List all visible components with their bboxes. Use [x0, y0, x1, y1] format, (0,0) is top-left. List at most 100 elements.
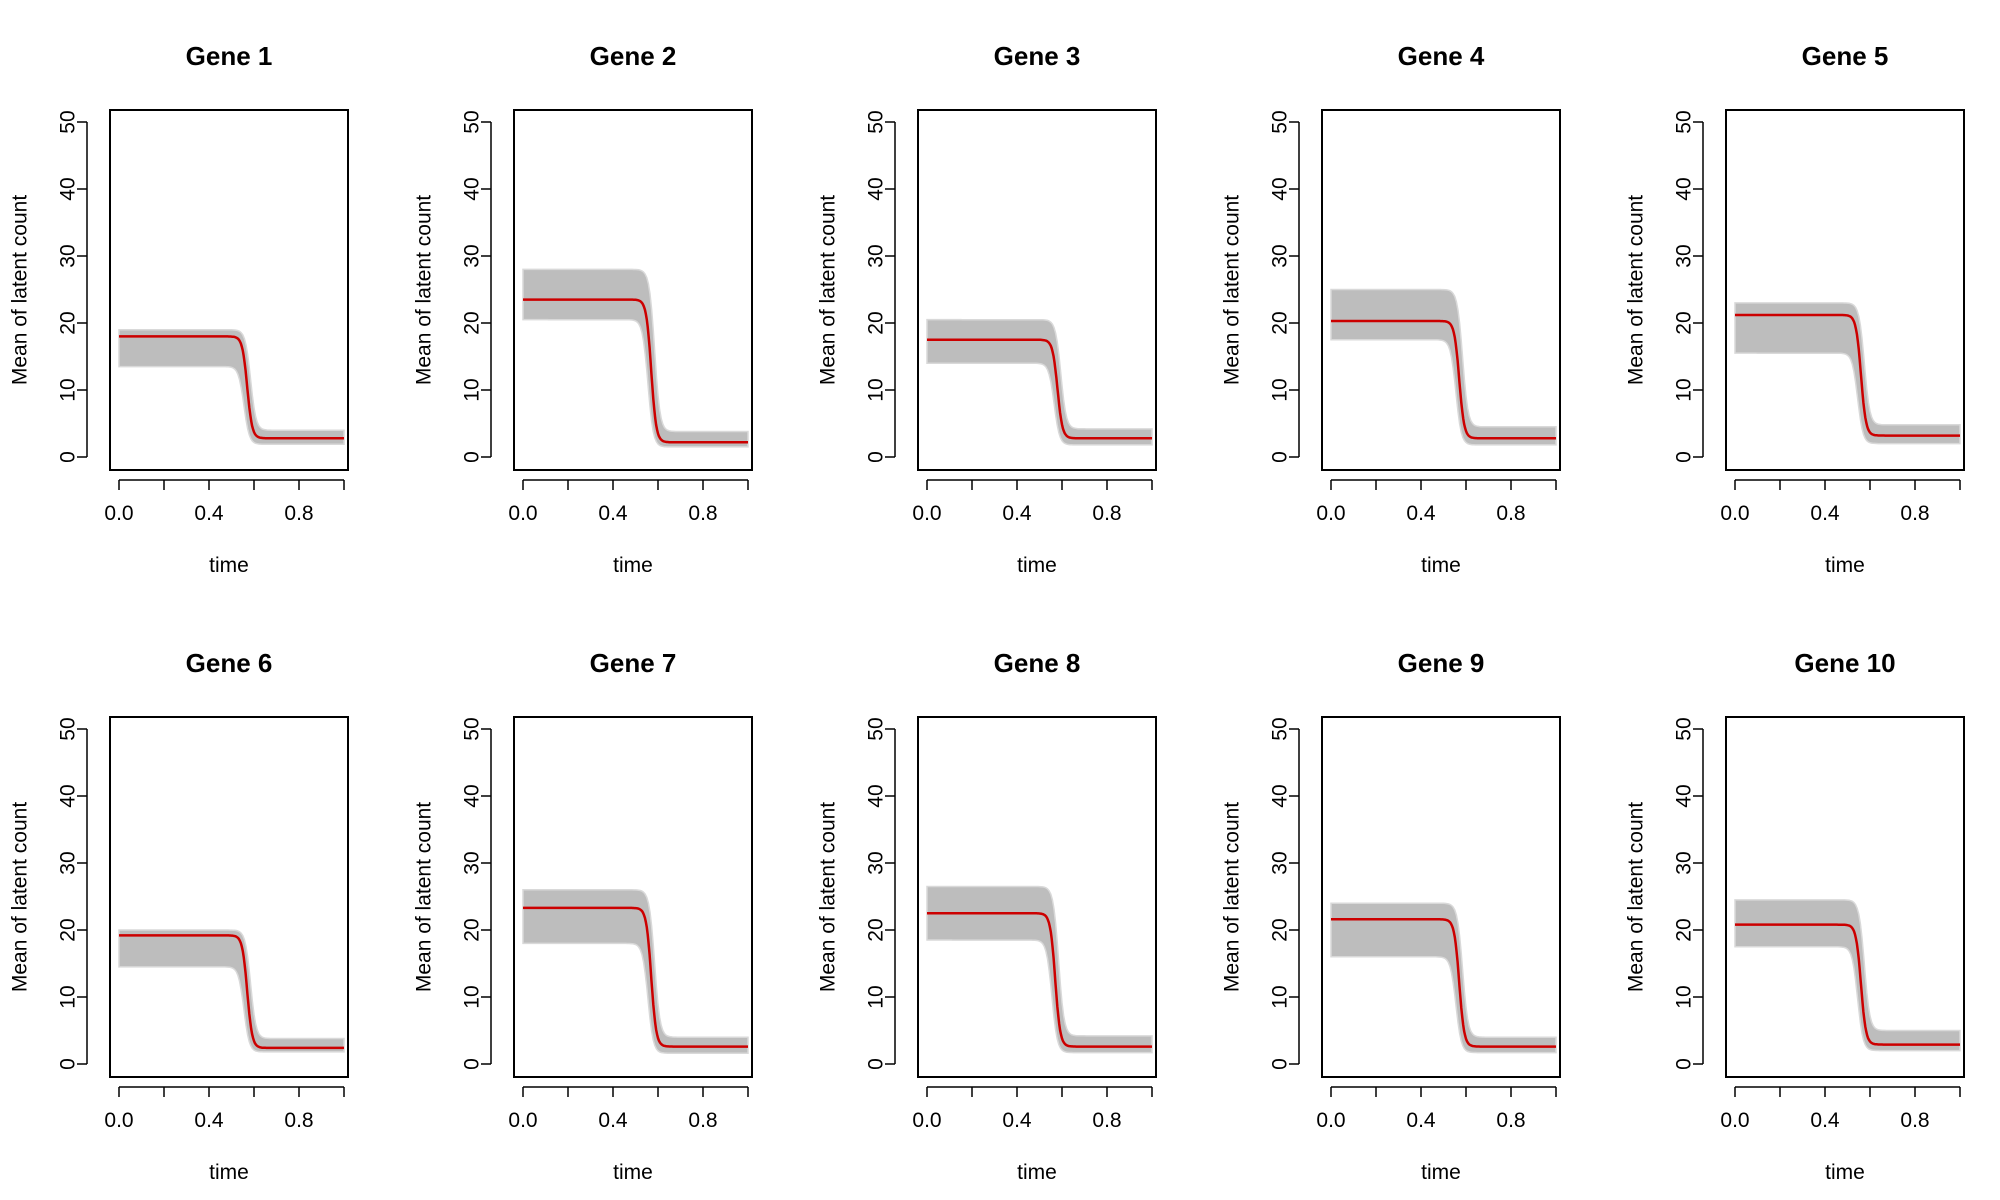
x-tick-label: 0.4 — [1002, 1109, 1032, 1132]
x-tick-label: 0.0 — [508, 1109, 537, 1132]
x-tick-label: 0.0 — [912, 502, 941, 525]
panel: Gene 6 0 10 20 30 40 50 0.0 0.4 0.8 time Mean of la… — [9, 648, 349, 1184]
mean-curve — [927, 912, 1152, 1048]
y-axis-label: Mean of latent count — [9, 195, 32, 385]
y-tick-label: 40 — [461, 784, 484, 807]
y-axis-label: Mean of latent count — [817, 195, 840, 385]
panel: Gene 7 0 10 20 30 40 50 0.0 0.4 0.8 time Mean of la… — [413, 648, 753, 1184]
y-tick-label: 50 — [1673, 110, 1696, 133]
x-axis-label: time — [613, 554, 653, 577]
plot-frame — [917, 716, 1157, 1078]
y-axis-label: Mean of latent count — [1625, 802, 1648, 992]
panel-title: Gene 8 — [994, 648, 1081, 678]
posterior-band — [118, 929, 345, 1053]
posterior-band — [522, 268, 749, 448]
y-axis-label: Mean of latent count — [817, 802, 840, 992]
mean-curve — [119, 335, 344, 440]
mean-curve — [927, 338, 1152, 440]
x-tick-label: 0.0 — [912, 1109, 941, 1132]
y-tick-label: 20 — [1269, 918, 1292, 941]
y-tick-label: 30 — [461, 244, 484, 267]
y-tick-label: 50 — [865, 110, 888, 133]
y-tick-label: 20 — [1269, 311, 1292, 334]
x-tick-label: 0.8 — [1900, 502, 1929, 525]
panel-title: Gene 9 — [1398, 648, 1485, 678]
panel: Gene 3 0 10 20 30 40 50 0.0 0.4 0.8 time Mean of la… — [817, 41, 1157, 577]
y-tick-label: 0 — [57, 1058, 80, 1070]
panel: Gene 8 0 10 20 30 40 50 0.0 0.4 0.8 time Mean of la… — [817, 648, 1157, 1184]
mean-curve — [523, 298, 748, 444]
y-tick-label: 10 — [1673, 378, 1696, 401]
y-tick-label: 50 — [461, 717, 484, 740]
y-tick-label: 0 — [461, 451, 484, 463]
y-tick-label: 10 — [461, 378, 484, 401]
posterior-band — [1734, 302, 1961, 445]
y-tick-label: 40 — [461, 177, 484, 200]
y-tick-label: 30 — [57, 244, 80, 267]
x-tick-label: 0.4 — [1406, 1109, 1436, 1132]
posterior-band — [522, 889, 749, 1055]
plot-frame — [513, 109, 753, 471]
mean-curve — [523, 906, 748, 1048]
y-axis-label: Mean of latent count — [413, 802, 436, 992]
x-tick-label: 0.4 — [194, 1109, 224, 1132]
y-tick-label: 40 — [57, 784, 80, 807]
posterior-band — [118, 328, 345, 446]
y-tick-label: 0 — [865, 1058, 888, 1070]
y-tick-label: 0 — [1269, 451, 1292, 463]
y-tick-label: 40 — [1673, 177, 1696, 200]
y-tick-label: 50 — [57, 717, 80, 740]
y-tick-label: 30 — [1673, 244, 1696, 267]
y-tick-label: 0 — [1673, 451, 1696, 463]
x-axis-label: time — [1421, 554, 1461, 577]
x-tick-label: 0.0 — [104, 1109, 133, 1132]
y-tick-label: 10 — [57, 985, 80, 1008]
y-tick-label: 20 — [1673, 918, 1696, 941]
x-tick-label: 0.4 — [1810, 1109, 1840, 1132]
y-tick-label: 10 — [1673, 985, 1696, 1008]
y-tick-label: 40 — [865, 784, 888, 807]
mean-curve — [1735, 923, 1960, 1046]
y-axis-label: Mean of latent count — [9, 802, 32, 992]
y-tick-label: 20 — [865, 311, 888, 334]
x-axis-label: time — [209, 1161, 249, 1184]
y-tick-label: 20 — [461, 918, 484, 941]
x-axis-label: time — [1017, 1161, 1057, 1184]
panel-title: Gene 7 — [590, 648, 677, 678]
y-tick-label: 0 — [1269, 1058, 1292, 1070]
panel: Gene 9 0 10 20 30 40 50 0.0 0.4 0.8 time Mean of la… — [1221, 648, 1561, 1184]
panel-title: Gene 4 — [1398, 41, 1485, 71]
x-tick-label: 0.8 — [1900, 1109, 1929, 1132]
y-tick-label: 10 — [1269, 378, 1292, 401]
x-axis-label: time — [1421, 1161, 1461, 1184]
panel: Gene 2 0 10 20 30 40 50 0.0 0.4 0.8 time Mean of la… — [413, 41, 753, 577]
y-tick-label: 50 — [865, 717, 888, 740]
y-tick-label: 50 — [461, 110, 484, 133]
panel: Gene 1 0 10 20 30 40 50 0.0 0.4 0.8 time Mean of la… — [9, 41, 349, 577]
x-tick-label: 0.4 — [1810, 502, 1840, 525]
y-tick-label: 40 — [865, 177, 888, 200]
y-tick-label: 10 — [865, 378, 888, 401]
panel-title: Gene 6 — [186, 648, 273, 678]
posterior-band — [1734, 899, 1961, 1052]
x-tick-label: 0.0 — [1316, 502, 1345, 525]
y-axis-label: Mean of latent count — [1221, 195, 1244, 385]
x-axis-label: time — [1825, 1161, 1865, 1184]
x-tick-label: 0.4 — [598, 1109, 628, 1132]
x-tick-label: 0.4 — [598, 502, 628, 525]
panel-title: Gene 1 — [186, 41, 273, 71]
y-tick-label: 50 — [1269, 717, 1292, 740]
x-axis-label: time — [1017, 554, 1057, 577]
y-tick-label: 0 — [461, 1058, 484, 1070]
y-tick-label: 40 — [1269, 177, 1292, 200]
plot-frame — [1321, 109, 1561, 471]
y-tick-label: 30 — [1673, 851, 1696, 874]
panel: Gene 10 0 10 20 30 40 50 0.0 0.4 0.8 time Mean of l… — [1625, 648, 1965, 1184]
x-tick-label: 0.4 — [1002, 502, 1032, 525]
plot-frame — [1725, 109, 1965, 471]
panel-title: Gene 3 — [994, 41, 1081, 71]
y-tick-label: 40 — [1269, 784, 1292, 807]
plot-frame — [109, 716, 349, 1078]
x-tick-label: 0.8 — [1092, 502, 1121, 525]
